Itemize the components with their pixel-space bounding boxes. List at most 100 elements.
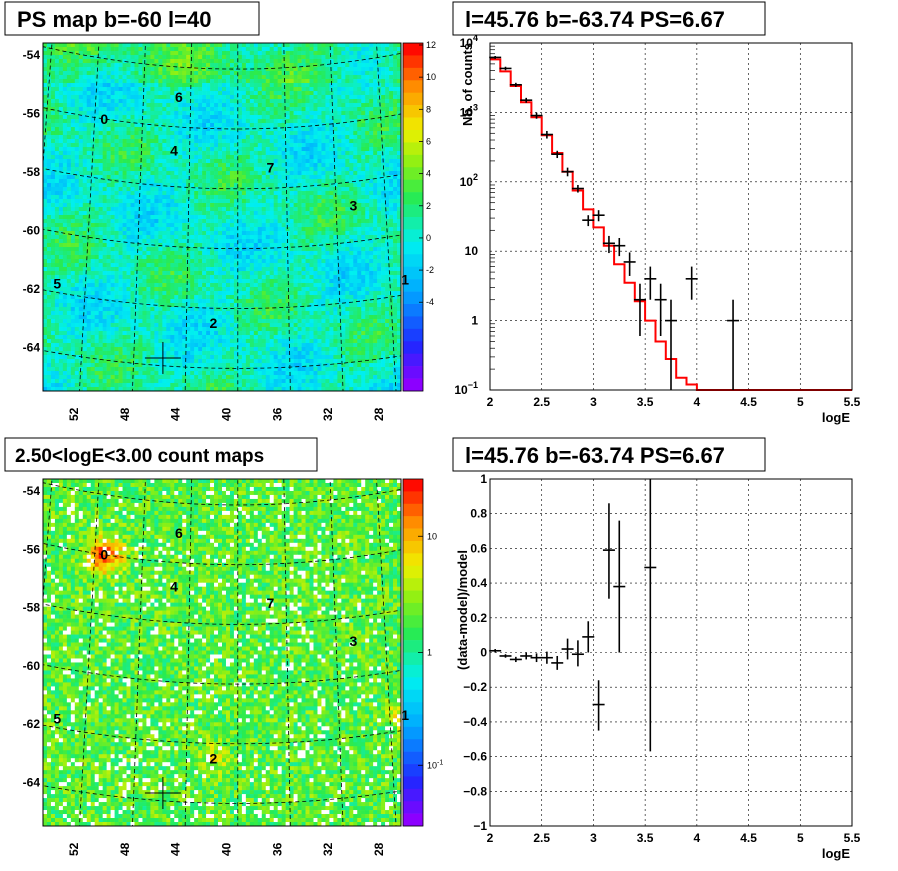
map-pixel [218, 87, 223, 92]
map-pixel [397, 211, 402, 216]
map-pixel [174, 107, 179, 112]
map-pixel [265, 183, 271, 188]
map-pixel [309, 195, 314, 200]
map-pixel [333, 155, 338, 160]
map-pixel [357, 255, 362, 260]
map-pixel [325, 175, 330, 180]
map-pixel [58, 115, 64, 120]
map-pixel [281, 79, 286, 84]
map-pixel [369, 131, 374, 136]
map-pixel [186, 143, 191, 148]
map-pixel [138, 219, 143, 224]
map-pixel [102, 163, 107, 168]
map-pixel [154, 187, 159, 192]
map-pixel [74, 211, 80, 216]
map-pixel [62, 159, 68, 164]
map-pixel [269, 171, 275, 176]
map-pixel [357, 183, 362, 188]
map-pixel [333, 43, 338, 48]
map-pixel [66, 79, 72, 84]
map-pixel [289, 251, 294, 256]
map-pixel [333, 219, 338, 224]
map-pixel [337, 175, 342, 180]
map-pixel [301, 51, 306, 56]
map-pixel [257, 175, 263, 180]
map-pixel [62, 211, 68, 216]
map-pixel [43, 235, 48, 240]
map-pixel [146, 151, 151, 156]
map-pixel [94, 199, 99, 204]
map-pixel [122, 115, 127, 120]
map-pixel [397, 123, 402, 128]
map-pixel [194, 167, 199, 172]
map-pixel [233, 63, 239, 68]
map-pixel [253, 219, 259, 224]
map-pixel [166, 251, 171, 256]
map-pixel [206, 43, 211, 48]
map-pixel [70, 215, 76, 220]
map-pixel [269, 203, 275, 208]
map-pixel [337, 243, 342, 248]
map-pixel [249, 79, 255, 84]
map-pixel [245, 171, 251, 176]
map-pixel [337, 67, 342, 72]
map-pixel [269, 95, 275, 100]
map-pixel [210, 47, 215, 52]
map-pixel [198, 123, 203, 128]
map-pixel [321, 127, 326, 132]
map-pixel [385, 71, 390, 76]
map-pixel [273, 179, 278, 184]
map-pixel [66, 179, 72, 184]
map-pixel [289, 159, 294, 164]
map-pixel [397, 207, 402, 212]
map-pixel [214, 239, 219, 244]
map-pixel [281, 139, 286, 144]
map-pixel [341, 95, 346, 100]
map-pixel [186, 195, 191, 200]
map-pixel [142, 79, 147, 84]
map-pixel [194, 179, 199, 184]
map-pixel [305, 259, 310, 264]
map-pixel [393, 63, 398, 68]
map-pixel [229, 183, 235, 188]
map-pixel [134, 207, 139, 212]
map-pixel [261, 115, 267, 120]
map-pixel [313, 83, 318, 88]
map-pixel [297, 195, 302, 200]
map-pixel [158, 227, 163, 232]
map-pixel [218, 155, 223, 160]
map-pixel [146, 147, 151, 152]
map-pixel [385, 75, 390, 80]
map-pixel [337, 187, 342, 192]
map-pixel [54, 251, 60, 256]
map-pixel [158, 131, 163, 136]
map-pixel [162, 83, 167, 88]
map-pixel [182, 91, 187, 96]
map-pixel [373, 203, 378, 208]
map-pixel [317, 175, 322, 180]
map-pixel [229, 227, 235, 232]
map-pixel [210, 235, 215, 240]
map-pixel [377, 59, 382, 64]
map-pixel [293, 87, 298, 92]
map-pixel [130, 219, 135, 224]
map-pixel [313, 259, 318, 264]
map-pixel [345, 235, 350, 240]
map-pixel [66, 131, 72, 136]
map-pixel [98, 183, 103, 188]
map-pixel [349, 223, 354, 228]
map-pixel [269, 243, 275, 248]
map-pixel [225, 151, 231, 156]
map-pixel [341, 191, 346, 196]
map-pixel [206, 191, 211, 196]
map-pixel [214, 263, 219, 268]
map-pixel [237, 43, 243, 48]
map-pixel [218, 219, 223, 224]
map-pixel [349, 255, 354, 260]
map-pixel [265, 227, 271, 232]
map-pixel [333, 127, 338, 132]
map-pixel [337, 203, 342, 208]
map-pixel [43, 163, 48, 168]
map-pixel [118, 195, 123, 200]
map-pixel [78, 191, 84, 196]
